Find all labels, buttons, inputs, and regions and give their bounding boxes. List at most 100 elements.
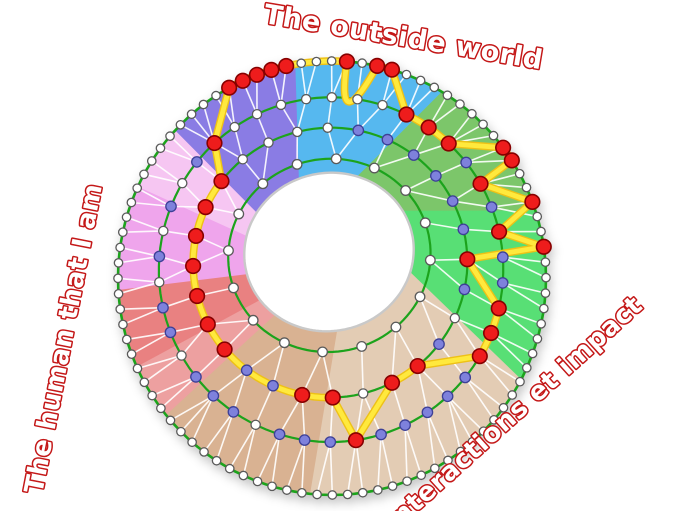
graph-node-white [521,362,532,373]
graph-node-white [121,212,132,223]
graph-node-red [221,79,238,96]
graph-node-white [117,227,128,238]
graph-node-red [524,193,541,210]
graph-node-white [165,415,176,426]
graph-node-white [237,154,249,165]
graph-node-white [158,225,169,237]
graph-node-red [490,223,508,240]
graph-node-red [216,341,233,358]
graph-node-red [294,386,311,404]
graph-node-purple [157,301,169,314]
graph-node-white [132,183,143,194]
graph-node-white [238,470,249,481]
graph-node-purple [165,200,177,213]
graph-node-white [414,291,426,303]
graph-node-purple [298,434,311,446]
graph-node-white [296,58,307,69]
graph-node-white [199,447,209,457]
graph-node-red [482,324,500,342]
graph-node-white [126,349,137,360]
graph-node-purple [441,390,454,403]
graph-node-white [449,312,461,324]
graph-node-white [291,158,303,170]
graph-node-white [400,185,412,196]
graph-node-white [211,90,221,101]
graph-node-red [187,227,205,245]
graph-node-purple [227,406,240,418]
graph-node-white [401,69,412,80]
graph-node-white [527,348,538,359]
graph-node-white [176,426,186,437]
graph-node-white [223,245,234,257]
graph-node-white [430,463,440,474]
graph-node-red [490,300,507,317]
graph-node-red [535,238,552,255]
graph-node-white [536,226,546,237]
label-the-human-that-i-am: The human that I am [19,181,109,496]
graph-node-red [324,389,341,406]
graph-node-white [121,334,132,345]
graph-node-red [459,251,476,268]
graph-node-white [250,419,261,431]
graph-node-white [252,476,263,487]
graph-node-white [377,99,388,111]
graph-node-white [224,463,235,474]
graph-node-white [275,99,287,111]
graph-node-white [356,340,368,352]
graph-node-white [311,56,322,67]
graph-node-red [471,348,488,365]
graph-node-white [257,178,269,190]
graph-node-white [186,109,197,120]
graph-node-red [338,53,356,70]
graph-node-white [198,99,209,110]
graph-node-purple [324,436,337,448]
graph-node-white [368,162,380,174]
graph-node-purple [399,419,411,431]
graph-node-red [189,287,206,305]
graph-node-red [197,199,214,216]
graph-node-purple [352,124,365,137]
graph-node-purple [496,277,509,289]
graph-node-purple [273,428,286,441]
graph-node-red [347,432,365,449]
graph-node-white [415,75,426,86]
graph-node-white [267,481,277,492]
graph-node-purple [459,371,472,384]
graph-node-red [278,57,295,75]
graph-node-white [263,137,274,148]
graph-node-white [281,485,292,495]
graph-node-white [154,276,165,288]
graph-node-white [247,314,259,326]
graph-node-red [248,66,265,83]
graph-node-white [165,131,175,142]
graph-node-white [113,288,124,299]
graph-node-white [292,126,303,138]
graph-node-white [317,346,328,358]
graph-node-white [390,321,402,333]
graph-node-white [507,390,518,400]
graph-node-red [398,106,415,123]
graph-node-white [489,414,499,425]
graph-node-white [402,476,412,487]
graph-node-purple [485,201,498,213]
graph-node-purple [191,156,203,168]
graph-node-purple [496,251,509,264]
graph-node-white [352,94,363,105]
graph-node-white [467,436,478,447]
graph-node-purple [153,250,166,263]
graph-node-white [251,108,263,120]
graph-node-white [540,288,551,298]
graph-node-white [278,337,290,349]
graph-node-white [387,481,398,491]
graph-node-red [206,134,223,152]
graph-node-white [228,282,239,294]
graph-node-red [420,119,437,136]
graph-node-white [442,90,453,101]
graph-node-red [185,257,202,275]
graph-node-red [213,173,230,190]
graph-node-purple [381,133,394,146]
graph-node-white [139,169,149,180]
graph-node-purple [430,170,442,182]
graph-node-white [118,319,128,330]
